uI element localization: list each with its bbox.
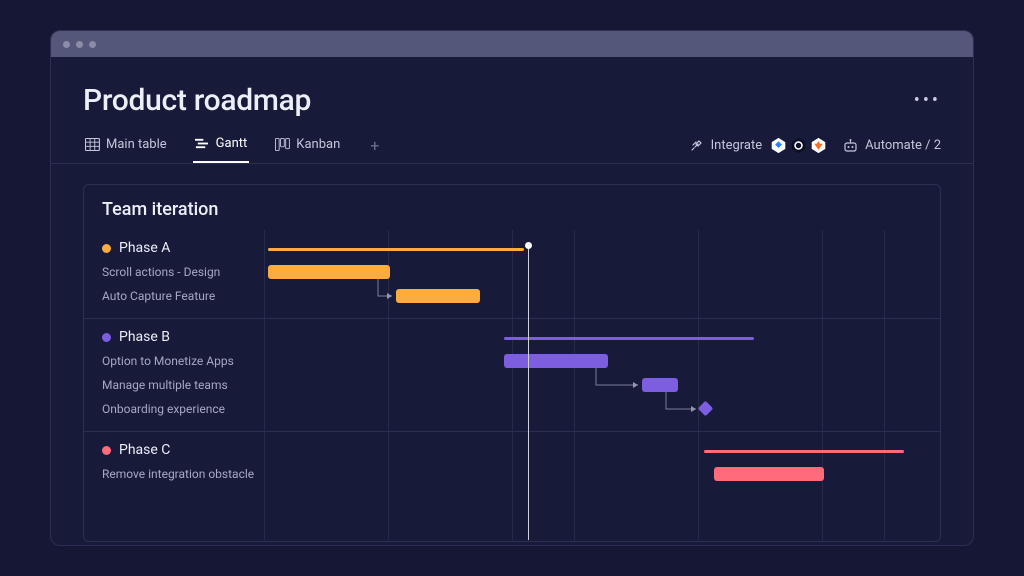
tab-main-table[interactable]: Main table	[83, 129, 169, 162]
table-icon	[85, 138, 100, 151]
group-header[interactable]: Phase B	[84, 319, 940, 349]
kanban-icon	[275, 138, 290, 151]
tab-gantt[interactable]: Gantt	[193, 128, 250, 163]
gantt-group: Phase A Scroll actions - Design Auto Captu…	[84, 230, 940, 318]
automate-button[interactable]: Automate / 2	[843, 138, 941, 153]
group-rows: Remove integration obstacle	[84, 462, 940, 496]
group-color-dot	[102, 333, 111, 342]
main-content: Team iteration Phase A Scroll actions - D…	[51, 164, 973, 542]
gantt-group: Phase C Remove integration obstacle	[84, 431, 940, 496]
bar-area	[264, 462, 940, 486]
jira-icon	[770, 137, 787, 154]
task-label[interactable]: Remove integration obstacle	[84, 467, 264, 481]
group-name: Phase C	[119, 442, 170, 458]
more-options-button[interactable]: •••	[914, 90, 941, 111]
gantt-panel: Team iteration Phase A Scroll actions - D…	[83, 184, 941, 542]
gantt-icon	[195, 137, 210, 150]
bar-area	[264, 349, 940, 373]
group-name: Phase B	[119, 329, 170, 345]
task-row: Manage multiple teams	[84, 373, 940, 397]
tab-label: Kanban	[296, 137, 340, 152]
tab-kanban[interactable]: Kanban	[273, 129, 342, 162]
tab-label: Main table	[106, 137, 167, 152]
view-tabs: Main table Gantt Kanban +	[83, 128, 383, 163]
traffic-light-dot[interactable]	[76, 41, 83, 48]
task-row: Remove integration obstacle	[84, 462, 940, 486]
bar-area	[264, 373, 940, 397]
integrate-label: Integrate	[711, 138, 763, 153]
robot-icon	[843, 139, 858, 153]
bar-area	[264, 284, 940, 308]
task-label[interactable]: Scroll actions - Design	[84, 265, 264, 279]
gantt-group: Phase B Option to Monetize Apps Manage mul…	[84, 318, 940, 431]
traffic-light-dot[interactable]	[63, 41, 70, 48]
tab-label: Gantt	[216, 136, 248, 151]
toolbar-right: Integrate Automate / 2	[689, 137, 941, 154]
gantt-body: Phase A Scroll actions - Design Auto Captu…	[84, 230, 940, 540]
gantt-bar[interactable]	[504, 354, 608, 368]
group-header[interactable]: Phase A	[84, 230, 940, 260]
gantt-bar[interactable]	[268, 265, 390, 279]
task-row: Auto Capture Feature	[84, 284, 940, 308]
milestone[interactable]	[698, 401, 714, 417]
task-label[interactable]: Manage multiple teams	[84, 378, 264, 392]
bar-area	[264, 397, 940, 421]
view-tabs-row: Main table Gantt Kanban + Inte	[51, 128, 973, 164]
automate-label: Automate / 2	[865, 138, 941, 153]
group-color-dot	[102, 244, 111, 253]
panel-title: Team iteration	[84, 185, 940, 230]
group-header[interactable]: Phase C	[84, 432, 940, 462]
gantt-bar[interactable]	[396, 289, 480, 303]
group-name: Phase A	[119, 240, 170, 256]
group-rows: Scroll actions - Design Auto Capture Feat…	[84, 260, 940, 318]
group-rows: Option to Monetize Apps Manage multiple t…	[84, 349, 940, 431]
bar-area	[264, 260, 940, 284]
page-header: Product roadmap •••	[51, 57, 973, 128]
group-color-dot	[102, 446, 111, 455]
integration-icons	[770, 137, 827, 154]
task-row: Scroll actions - Design	[84, 260, 940, 284]
task-row: Onboarding experience	[84, 397, 940, 421]
app-window: Product roadmap ••• Main table Gantt K	[50, 30, 974, 546]
gantt-bar[interactable]	[642, 378, 678, 392]
window-titlebar	[51, 31, 973, 57]
add-view-button[interactable]: +	[366, 136, 383, 155]
task-label[interactable]: Auto Capture Feature	[84, 289, 264, 303]
page-title: Product roadmap	[83, 83, 311, 118]
task-label[interactable]: Option to Monetize Apps	[84, 354, 264, 368]
task-label[interactable]: Onboarding experience	[84, 402, 264, 416]
gantt-bar[interactable]	[714, 467, 824, 481]
traffic-light-dot[interactable]	[89, 41, 96, 48]
gitlab-icon	[810, 137, 827, 154]
task-row: Option to Monetize Apps	[84, 349, 940, 373]
github-icon	[790, 137, 807, 154]
today-line	[528, 244, 529, 540]
gantt-groups: Phase A Scroll actions - Design Auto Captu…	[84, 230, 940, 496]
plug-icon	[689, 139, 703, 153]
integrate-button[interactable]: Integrate	[689, 137, 828, 154]
